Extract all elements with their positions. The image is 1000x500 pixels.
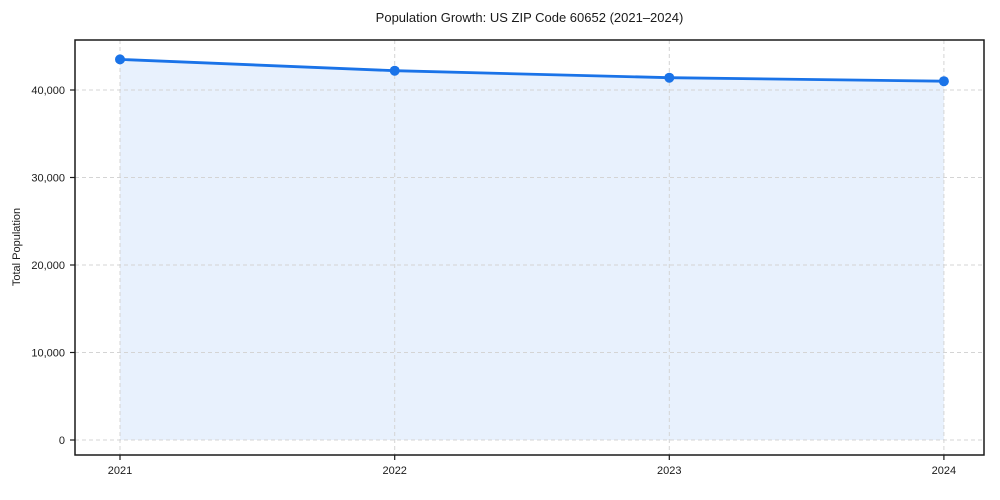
data-point-marker (115, 54, 125, 65)
y-tick-label: 20,000 (31, 260, 65, 272)
area-fill (120, 59, 944, 441)
plot-border (74, 39, 985, 456)
data-point-marker (389, 65, 400, 76)
y-tick-label: 0 (59, 435, 65, 447)
data-point-marker (938, 76, 949, 87)
x-tick-label: 2023 (657, 465, 681, 477)
y-tick-label: 30,000 (31, 173, 65, 185)
y-tick-label: 10,000 (31, 348, 65, 360)
x-tick-label: 2022 (382, 465, 406, 477)
chart-title: Population Growth: US ZIP Code 60652 (20… (375, 10, 684, 25)
data-point-marker (664, 72, 675, 83)
y-tick-label: 40,000 (31, 85, 65, 97)
x-tick-label: 2024 (932, 465, 956, 477)
series-line (118, 58, 946, 83)
y-axis-label: Total Population (11, 207, 23, 287)
x-tick-label: 2021 (108, 465, 132, 477)
